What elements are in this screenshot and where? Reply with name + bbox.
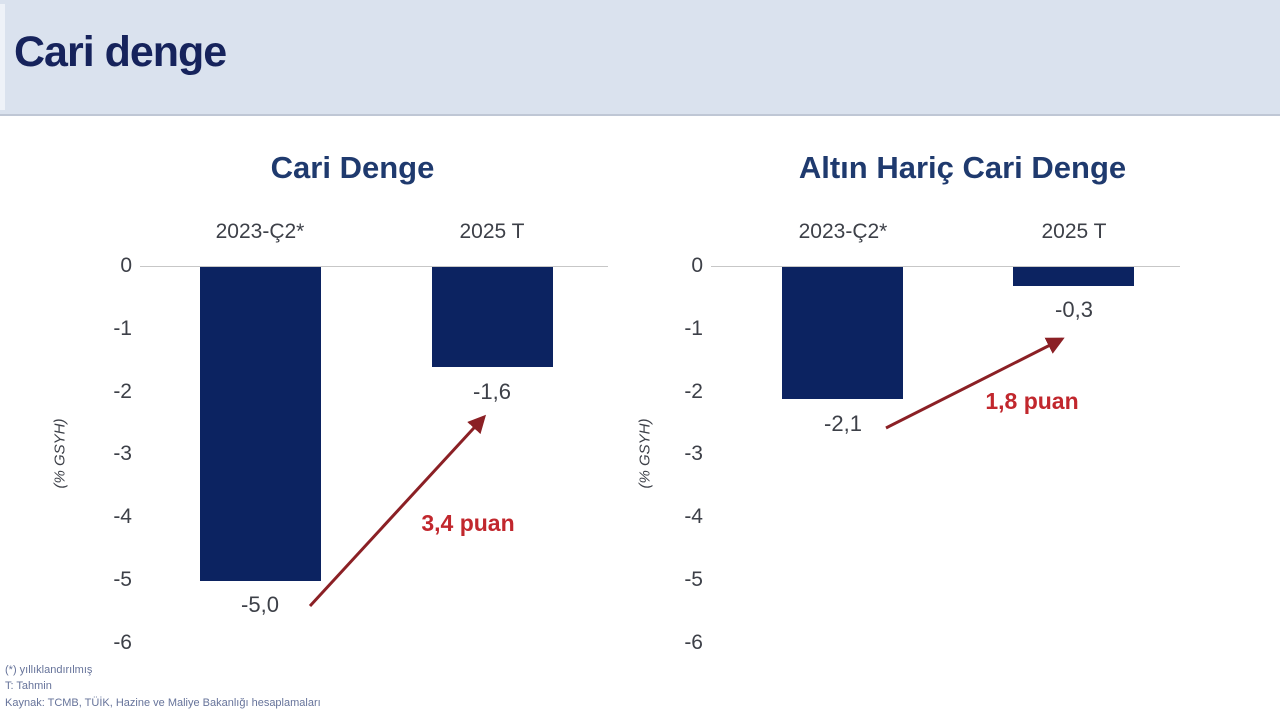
y-tick: -2	[113, 380, 132, 403]
y-tick: -3	[684, 442, 703, 465]
footnote-forecast: T: Tahmin	[5, 680, 52, 692]
y-tick: -2	[684, 380, 703, 403]
y-axis-label: (% GSYH)	[51, 418, 69, 489]
source-note: Kaynak: TCMB, TÜİK, Hazine ve Maliye Bak…	[5, 697, 321, 709]
value-label: -2,1	[824, 411, 862, 436]
y-tick: -4	[684, 505, 703, 528]
y-tick: -6	[684, 631, 703, 654]
y-tick: -5	[113, 568, 132, 591]
header-accent-strip	[0, 4, 5, 110]
y-tick: 0	[120, 254, 132, 277]
y-axis-label: (% GSYH)	[636, 418, 654, 489]
zero-axis-line	[140, 266, 608, 267]
value-label: -0,3	[1055, 297, 1093, 322]
bar-2025	[432, 267, 553, 367]
delta-annotation: 3,4 puan	[421, 510, 515, 536]
y-tick: 0	[691, 254, 703, 277]
value-label: -1,6	[473, 379, 511, 404]
category-label: 2025 T	[1041, 220, 1107, 243]
y-tick: -6	[113, 631, 132, 654]
y-tick: -4	[113, 505, 132, 528]
y-tick: -1	[684, 317, 703, 340]
chart-title-altin-haric: Altın Hariç Cari Denge	[798, 150, 1127, 185]
delta-annotation: 1,8 puan	[985, 388, 1079, 414]
category-label: 2023-Ç2*	[798, 220, 888, 243]
page-title: Cari denge	[14, 28, 227, 76]
zero-axis-line	[711, 266, 1180, 267]
category-label: 2023-Ç2*	[215, 220, 305, 243]
footnote-annualized: (*) yıllıklandırılmış	[5, 664, 93, 676]
y-tick: -5	[684, 568, 703, 591]
header-band: Cari denge	[0, 0, 1280, 116]
category-label: 2025 T	[459, 220, 525, 243]
y-tick: -3	[113, 442, 132, 465]
chart-title-cari-denge: Cari Denge	[270, 150, 435, 185]
y-tick: -1	[113, 317, 132, 340]
value-label: -5,0	[241, 592, 279, 617]
bar-2023	[200, 267, 321, 581]
bar-2025	[1013, 267, 1134, 286]
bar-2023	[782, 267, 903, 399]
